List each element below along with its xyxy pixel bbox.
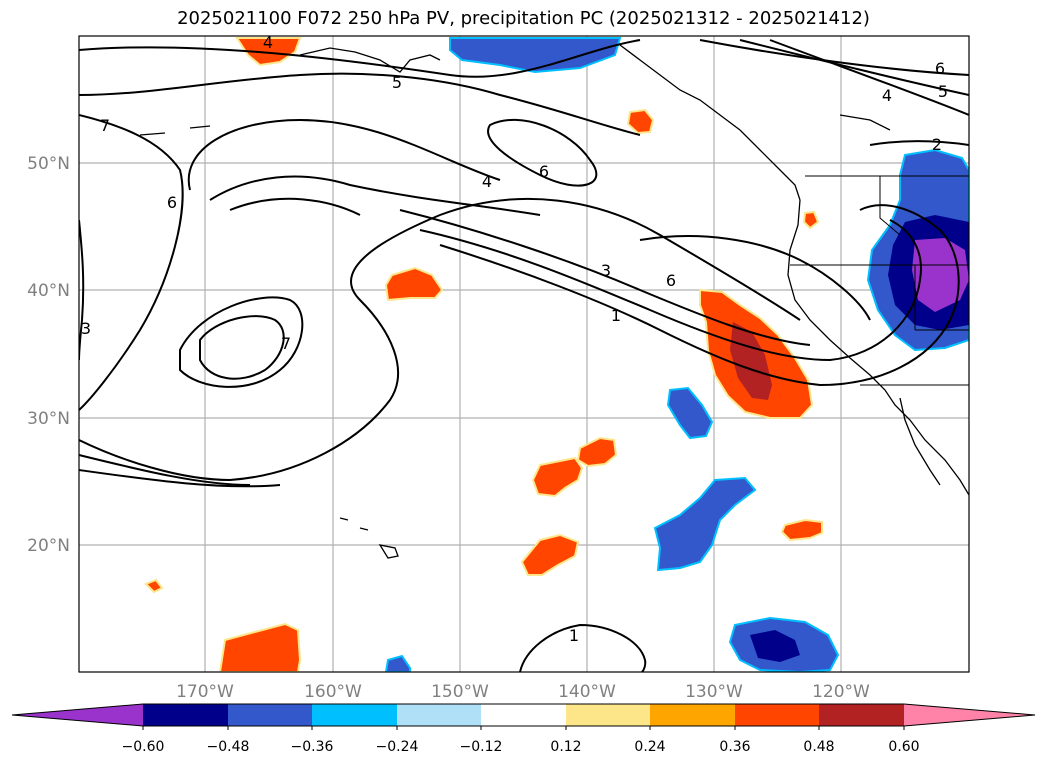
precip-negative-a [666, 386, 714, 440]
precip-positive-f [576, 436, 618, 468]
figure-title: 2025021100 F072 250 hPa PV, precipitatio… [177, 8, 870, 29]
precipitation-patches [144, 37, 969, 672]
precip-positive-g [520, 533, 580, 576]
colorbar-extend-min [12, 704, 143, 726]
contour-label: 1 [611, 306, 621, 325]
precip-positive-small-north [626, 108, 655, 135]
colorbar-segment [735, 704, 819, 726]
contour-label: 7 [100, 116, 110, 135]
colorbar-tick: 0.60 [888, 739, 919, 755]
contour-label: 6 [539, 162, 549, 181]
colorbar-tick: 0.48 [803, 739, 834, 755]
colorbar-segment [397, 704, 481, 726]
precip-positive-coast [802, 210, 820, 230]
lon-label: 150°W [431, 682, 489, 702]
lon-label: 170°W [176, 682, 234, 702]
precip-negative-d [384, 654, 411, 672]
precip-negative-c-core [750, 630, 800, 662]
latitude-labels: 50°N 40°N 30°N 20°N [27, 154, 70, 556]
contour-label: 2 [932, 135, 942, 154]
colorbar-segment [481, 704, 566, 726]
state-borders [790, 175, 969, 386]
precip-positive-top [235, 37, 302, 67]
pv-contours [79, 39, 969, 672]
contour-label: 1 [569, 626, 579, 645]
map-frame [78, 35, 970, 673]
colorbar-tick: −0.48 [207, 739, 250, 755]
colorbar-tick: −0.60 [122, 739, 165, 755]
colorbar-tick: 0.12 [550, 739, 581, 755]
contour-label: 4 [263, 33, 273, 52]
lat-label: 40°N [27, 281, 70, 301]
precip-positive-e [531, 456, 584, 498]
contour-label: 6 [935, 59, 945, 78]
contour-labels: 4 5 6 4 5 2 7 6 6 4 3 6 1 7 3 1 [81, 33, 948, 645]
precip-negative-b [653, 476, 757, 572]
colorbar-segment [819, 704, 904, 726]
precip-positive-i [144, 578, 164, 594]
map-background [79, 36, 969, 672]
contour-label: 4 [482, 172, 492, 191]
colorbar-extend-max [904, 704, 1035, 726]
contour-label: 6 [666, 271, 676, 290]
colorbar-segment [650, 704, 735, 726]
colorbar-tick: 0.24 [634, 739, 665, 755]
precip-negative-north-pacific [449, 37, 622, 74]
colorbar-tick: −0.36 [291, 739, 334, 755]
lat-label: 50°N [27, 154, 70, 174]
colorbar-tick-labels: −0.60 −0.48 −0.36 −0.24 −0.12 0.12 0.24 … [122, 739, 920, 755]
colorbar-tick: −0.12 [460, 739, 503, 755]
colorbar-segment [566, 704, 650, 726]
precip-positive-main-core [730, 322, 772, 400]
colorbar [11, 703, 1036, 730]
colorbar-segment [143, 704, 228, 726]
colorbar-tick: 0.36 [719, 739, 750, 755]
contour-label: 7 [281, 334, 291, 353]
precip-positive-h [780, 518, 823, 542]
precip-positive-mid [384, 266, 444, 302]
contour-label: 5 [938, 82, 948, 101]
colorbar-segment [312, 704, 397, 726]
lon-label: 120°W [812, 682, 870, 702]
colorbar-tick: −0.24 [376, 739, 419, 755]
lon-label: 130°W [685, 682, 743, 702]
lat-label: 30°N [27, 409, 70, 429]
lon-label: 140°W [558, 682, 616, 702]
contour-label: 4 [882, 86, 892, 105]
longitude-labels: 170°W 160°W 150°W 140°W 130°W 120°W [176, 682, 870, 702]
precip-positive-j [218, 622, 302, 672]
lon-label: 160°W [304, 682, 362, 702]
lat-label: 20°N [27, 536, 70, 556]
contour-label: 6 [167, 193, 177, 212]
contour-label: 5 [392, 73, 402, 92]
contour-label: 3 [601, 261, 611, 280]
colorbar-segment [228, 704, 312, 726]
contour-label: 3 [81, 319, 91, 338]
